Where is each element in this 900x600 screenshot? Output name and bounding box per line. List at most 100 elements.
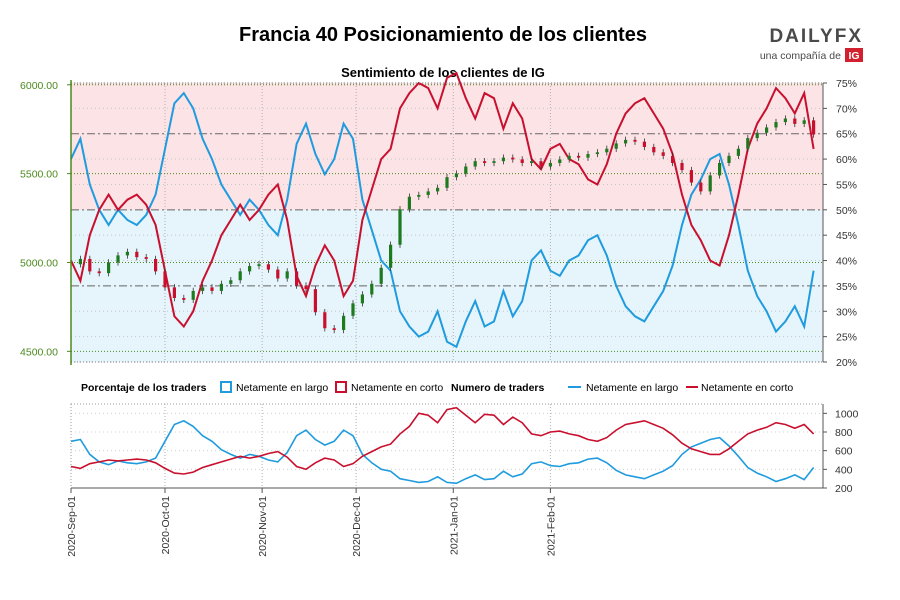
legend-num-long: Netamente en largo [586,382,678,394]
pct-tick-label: 45% [836,230,857,242]
legend-pct-long: Netamente en largo [236,382,328,394]
candle-body [661,152,665,156]
date-tick-label: 2021-Jan-01 [448,496,460,555]
candle-body [501,157,505,162]
candle-body [483,161,487,163]
pct-tick-label: 30% [836,306,857,318]
price-tick-label: 4500.00 [20,346,58,358]
candle-body [520,159,524,163]
candle-body [605,148,609,153]
date-tick-label: 2020-Nov-01 [257,496,269,557]
price-tick-label: 5000.00 [20,257,58,269]
candle-body [266,264,270,270]
candle-body [125,251,129,256]
candle-body [548,162,552,167]
chart-subtitle: Sentimiento de los clientes de IG [341,65,545,80]
date-tick-label: 2021-Feb-01 [545,496,557,556]
date-axis: 2020-Sep-01 2020-Oct-01 2020-Nov-01 2020-De… [66,488,557,557]
chart-title: Francia 40 Posicionamiento de los client… [239,24,647,46]
num-short-line [70,406,815,475]
price-axis: 6000.00 5500.00 5000.00 4500.00 [20,80,71,358]
candle-body [774,122,778,128]
candle-body [107,262,111,274]
pct-tick-label: 50% [836,205,857,217]
candle-body [426,191,430,195]
sentiment-panel: 6000.00 5500.00 5000.00 4500.00 75% 70% 65% 60… [20,71,857,369]
date-tick-label: 2020-Dec-01 [351,496,363,557]
candle-body [652,146,656,153]
candle-body [191,290,195,300]
candle-body [436,187,440,192]
candle-body [633,139,637,142]
candle-body [78,258,82,265]
price-candles [78,115,816,334]
candle-body [445,177,449,188]
candle-body [295,271,299,286]
candle-body [708,175,712,192]
candle-body [201,287,205,291]
candle-body [304,285,308,290]
price-tick-label: 6000.00 [20,80,58,92]
candle-body [323,312,327,329]
candle-body [586,154,590,158]
candle-body [765,127,769,133]
candle-body [417,194,421,197]
dailyfx-logo: DAILYFX una compañía de IG [760,26,863,62]
candle-body [88,258,92,272]
candle-body [492,161,496,163]
pct-tick-label: 60% [836,154,857,166]
pct-tick-label: 40% [836,256,857,268]
candle-body [624,139,628,144]
candle-body [727,155,731,163]
candle-body [154,258,158,272]
pct-tick-label: 70% [836,103,857,115]
candle-body [97,271,101,274]
candle-body [248,266,252,272]
candle-body [680,162,684,171]
pct-tick-label: 75% [836,78,857,90]
candle-body [351,303,355,316]
candle-body [783,118,787,123]
candle-body [755,132,759,139]
candle-body [342,315,346,331]
candle-body [802,120,806,124]
candle-body [454,173,458,178]
candle-body [539,161,543,167]
legend-num-short: Netamente en corto [701,382,793,394]
legend-pct-long-swatch [220,381,232,393]
candle-body [285,271,289,279]
ig-badge-text: IG [848,50,859,62]
candle-body [219,283,223,291]
legend-pct-short: Netamente en corto [351,382,443,394]
candle-body [135,251,139,258]
candle-body [182,298,186,300]
candle-body [614,143,618,149]
candle-body [793,118,797,124]
candle-body [370,283,374,295]
price-tick-label: 5500.00 [20,169,58,181]
candle-body [595,152,599,155]
candle-body [689,170,693,183]
candle-body [238,271,242,281]
candle-body [407,196,411,210]
candle-body [577,155,581,158]
candle-body [746,138,750,149]
candle-body [473,161,477,167]
candle-body [671,155,675,163]
candle-body [558,159,562,163]
candle-body [229,280,233,284]
count-tick-label: 600 [835,446,853,458]
brand-tagline: una compañía de [760,50,841,62]
candle-body [530,161,534,163]
candle-body [163,271,167,288]
count-axis: 1000 800 600 400 200 [823,408,859,495]
candle-body [257,264,261,267]
count-tick-label: 200 [835,483,853,495]
pct-long-line [70,91,815,349]
candle-body [567,155,571,160]
legend-num-title: Numero de traders [451,382,545,394]
pct-short-line [70,71,815,329]
date-tick-label: 2020-Oct-01 [160,496,172,555]
